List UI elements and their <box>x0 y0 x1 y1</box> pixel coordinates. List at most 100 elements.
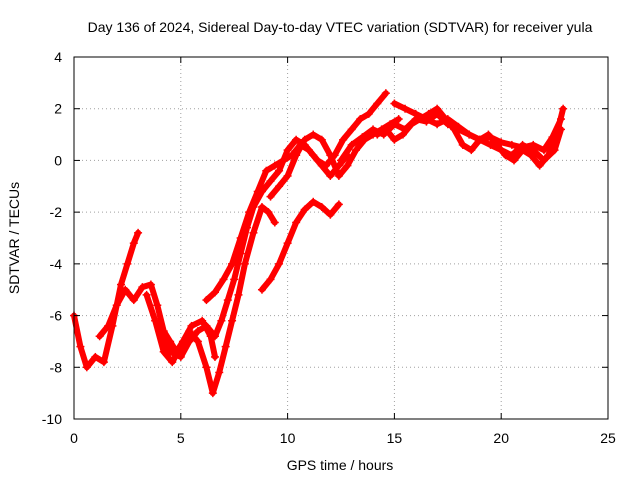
data-point-marker <box>275 182 284 191</box>
series-track-j <box>391 100 564 164</box>
data-point-marker <box>518 140 527 149</box>
data-point-marker <box>76 342 85 351</box>
data-point-marker <box>221 342 230 351</box>
data-point-marker <box>257 202 266 211</box>
data-point-marker <box>176 352 185 361</box>
y-tick-label: -4 <box>50 256 63 272</box>
data-point-marker <box>257 285 266 294</box>
data-point-marker <box>99 358 108 367</box>
data-point-marker <box>208 389 217 398</box>
data-point-marker <box>230 275 239 284</box>
data-point-marker <box>249 228 258 237</box>
data-point-marker <box>142 290 151 299</box>
data-point-marker <box>390 120 399 129</box>
data-point-marker <box>264 208 273 217</box>
data-point-marker <box>326 210 335 219</box>
data-point-marker <box>266 275 275 284</box>
data-point-marker <box>539 156 548 165</box>
data-point-marker <box>219 275 228 284</box>
data-point-marker <box>507 151 516 160</box>
data-point-marker <box>475 135 484 144</box>
data-point-marker <box>465 130 474 139</box>
x-axis-title: GPS time / hours <box>287 457 394 473</box>
data-point-marker <box>210 352 219 361</box>
data-point-marker <box>210 332 219 341</box>
data-point-marker <box>424 109 433 118</box>
data-point-marker <box>223 296 232 305</box>
data-point-marker <box>373 130 382 139</box>
data-point-marker <box>292 151 301 160</box>
data-point-marker <box>401 104 410 113</box>
data-point-marker <box>134 228 143 237</box>
data-point-marker <box>443 115 452 124</box>
series-track-a <box>71 229 142 371</box>
x-tick-label: 5 <box>177 430 185 446</box>
data-point-marker <box>166 347 175 356</box>
data-point-marker <box>529 146 538 155</box>
data-point-marker <box>266 177 275 186</box>
data-point-marker <box>185 337 194 346</box>
data-point-marker <box>245 208 254 217</box>
y-tick-label: -10 <box>42 411 62 427</box>
data-point-marker <box>369 125 378 134</box>
data-point-marker <box>394 115 403 124</box>
data-point-marker <box>253 187 262 196</box>
data-point-marker <box>292 135 301 144</box>
data-point-marker <box>283 239 292 248</box>
data-point-marker <box>535 161 544 170</box>
data-point-marker <box>326 151 335 160</box>
data-point-marker <box>283 171 292 180</box>
data-point-marker <box>202 321 211 330</box>
data-point-marker <box>153 301 162 310</box>
chart-title: Day 136 of 2024, Sidereal Day-to-day VTE… <box>88 19 593 35</box>
data-point-marker <box>407 120 416 129</box>
data-point-marker <box>151 316 160 325</box>
data-point-marker <box>112 301 121 310</box>
data-point-marker <box>198 316 207 325</box>
x-tick-label: 25 <box>600 430 616 446</box>
data-point-marker <box>129 296 138 305</box>
data-point-marker <box>275 259 284 268</box>
y-tick-label: 4 <box>54 49 62 65</box>
data-point-marker <box>283 146 292 155</box>
data-point-marker <box>215 368 224 377</box>
y-tick-label: -8 <box>50 359 63 375</box>
data-point-marker <box>339 135 348 144</box>
data-point-marker <box>467 146 476 155</box>
data-point-marker <box>266 192 275 201</box>
series-track-f <box>259 198 342 293</box>
data-point-marker <box>217 316 226 325</box>
data-point-marker <box>228 259 237 268</box>
x-tick-label: 20 <box>493 430 509 446</box>
data-point-marker <box>433 104 442 113</box>
data-point-marker <box>337 156 345 165</box>
data-point-marker <box>390 135 399 144</box>
data-point-marker <box>317 135 326 144</box>
data-point-marker <box>486 140 495 149</box>
data-point-marker <box>155 327 164 336</box>
data-point-marker <box>364 109 373 118</box>
data-point-marker <box>292 218 301 227</box>
data-point-marker <box>228 316 237 325</box>
data-point-marker <box>95 332 104 341</box>
data-point-marker <box>411 109 420 118</box>
data-point-marker <box>185 327 194 336</box>
y-tick-label: -2 <box>50 204 63 220</box>
data-point-marker <box>358 133 367 142</box>
data-point-marker <box>356 115 365 124</box>
x-tick-label: 10 <box>280 430 296 446</box>
data-point-marker <box>300 135 309 144</box>
data-point-marker <box>309 197 318 206</box>
data-point-marker <box>539 146 548 155</box>
data-point-marker <box>390 99 399 108</box>
x-tick-label: 15 <box>387 430 403 446</box>
data-point-marker <box>309 130 318 139</box>
data-point-marker <box>91 352 100 361</box>
data-point-marker <box>82 363 91 372</box>
data-point-marker <box>351 146 360 155</box>
data-point-marker <box>527 151 536 160</box>
data-point-marker <box>270 161 279 170</box>
data-point-marker <box>275 166 284 175</box>
